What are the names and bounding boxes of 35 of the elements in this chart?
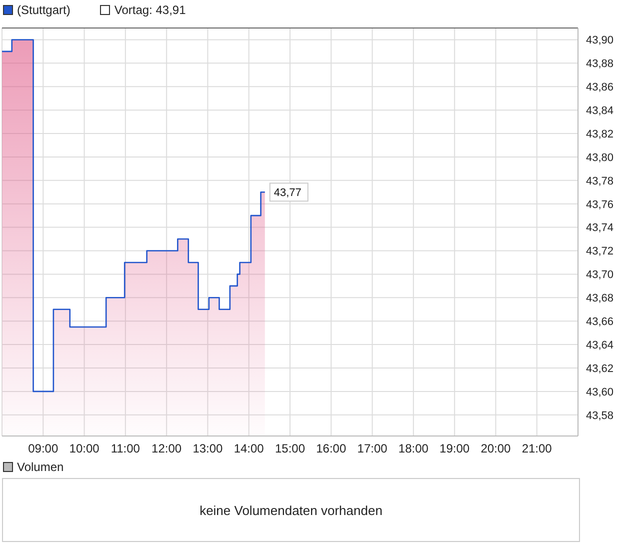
- y-tick-label: 43,72: [586, 246, 614, 258]
- y-tick-label: 43,82: [586, 128, 614, 140]
- y-tick-label: 43,58: [586, 410, 614, 422]
- x-tick-label: 12:00: [152, 442, 182, 456]
- x-tick-label: 11:00: [110, 442, 140, 456]
- y-tick-label: 43,80: [586, 152, 614, 164]
- x-tick-label: 20:00: [480, 442, 512, 456]
- y-tick-label: 43,62: [586, 362, 614, 375]
- x-tick-label: 21:00: [522, 442, 552, 456]
- text: Volumen: [17, 460, 64, 474]
- chart-title: (Stuttgart): [17, 3, 70, 17]
- x-tick-label: 17:00: [357, 442, 388, 456]
- x-tick-label: 10:00: [69, 442, 100, 456]
- x-tick-label: 14:00: [234, 442, 264, 456]
- y-tick-label: 43,76: [586, 198, 614, 211]
- annotation: 43,77: [274, 187, 302, 200]
- x-tick-label: 16:00: [316, 442, 346, 456]
- y-tick-label: 43,64: [586, 339, 614, 352]
- text: keine Volumendaten vorhanden: [200, 502, 382, 518]
- x-tick-label: 09:00: [28, 442, 58, 456]
- ref-line-label: Vortag: 43,91: [113, 3, 186, 17]
- y-tick-label: 43,68: [586, 292, 614, 305]
- y-tick-label: 43,84: [586, 104, 614, 117]
- y-tick-label: 43,78: [586, 175, 614, 188]
- x-tick-label: 18:00: [398, 442, 429, 456]
- x-tick-label: 13:00: [192, 442, 224, 456]
- y-tick-label: 43,70: [586, 269, 614, 282]
- y-tick-label: 43,88: [586, 58, 614, 70]
- x-tick-label: 19:00: [440, 442, 470, 456]
- y-tick-label: 43,60: [586, 386, 614, 398]
- y-tick-label: 43,86: [586, 82, 614, 94]
- y-tick-label: 43,90: [586, 34, 614, 47]
- y-tick-label: 43,74: [586, 222, 614, 234]
- y-tick-label: 43,66: [586, 316, 614, 328]
- x-tick-label: 15:00: [274, 442, 306, 456]
